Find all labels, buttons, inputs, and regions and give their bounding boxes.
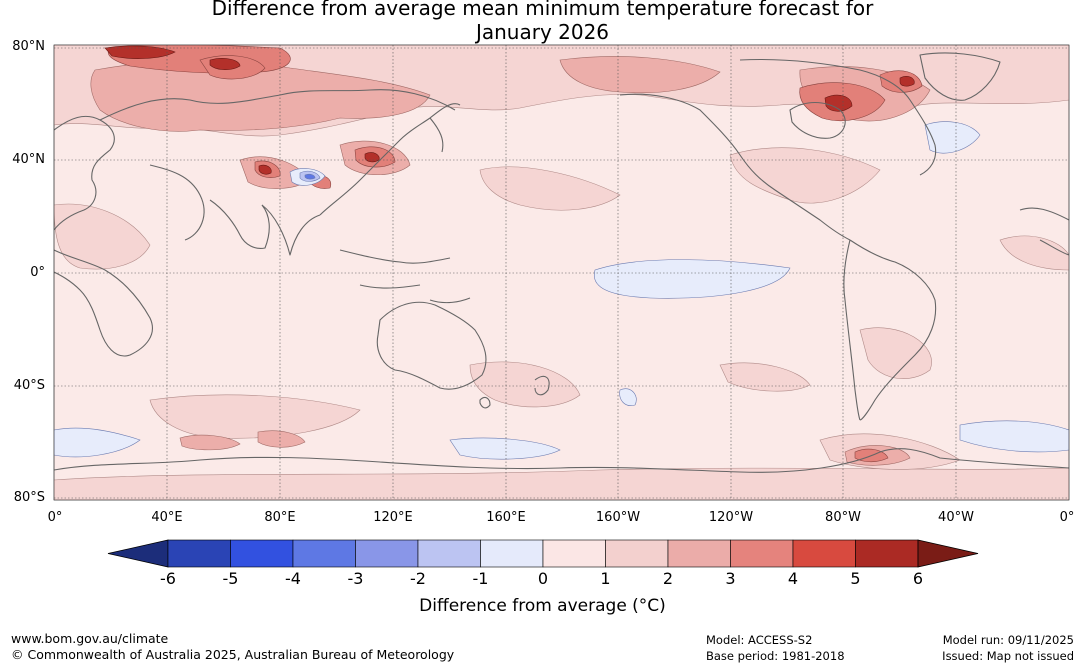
lon-label-120w: 120°W — [708, 510, 754, 525]
title-line-2: January 2026 — [475, 20, 610, 44]
footer-model-run: Model run: 09/11/2025 — [942, 633, 1074, 647]
colorbar-bin — [480, 539, 544, 568]
colorbar-tick-label: 4 — [787, 569, 799, 588]
lat-label-0: 0° — [30, 265, 45, 280]
lon-label-160w: 160°W — [595, 510, 641, 525]
graticule — [54, 45, 1069, 500]
lat-label-40n: 40°N — [12, 152, 45, 167]
colorbar-bin — [167, 539, 231, 568]
colorbar-bin — [542, 539, 606, 568]
colorbar-label: Difference from average (°C) — [419, 596, 666, 616]
colorbar-tick-label: 2 — [662, 569, 674, 588]
footer-website[interactable]: www.bom.gov.au/climate — [11, 631, 169, 646]
lon-label-160e: 160°E — [486, 510, 526, 525]
title-line-1: Difference from average mean minimum tem… — [211, 0, 874, 20]
colorbar-tick-label: -4 — [285, 569, 301, 588]
lon-label-80w: 80°W — [825, 510, 861, 525]
map-frame — [53, 44, 1070, 501]
footer-issued: Issued: Map not issued — [942, 649, 1074, 663]
anomaly-shading-negative — [54, 121, 1069, 460]
colorbar-bin — [417, 539, 481, 568]
colorbar-bin — [730, 539, 794, 568]
colorbar-bin — [292, 539, 356, 568]
lon-label-120e: 120°E — [373, 510, 413, 525]
colorbar-tick-label: 3 — [725, 569, 736, 588]
footer-copyright: © Commonwealth of Australia 2025, Austra… — [11, 647, 455, 662]
colorbar-tick-label: 1 — [600, 569, 611, 588]
colorbar-bin — [855, 539, 919, 568]
colorbar-bin — [667, 539, 731, 568]
coastlines — [54, 52, 1069, 473]
colorbar-tick-label: -5 — [222, 569, 239, 588]
lat-label-80s: 80°S — [13, 490, 45, 505]
lon-label-40w: 40°W — [938, 510, 974, 525]
colorbar-bin — [792, 539, 856, 568]
colorbar-tick-label: 5 — [850, 569, 861, 588]
lon-label-80e: 80°E — [264, 510, 296, 525]
colorbar-tick-label: 0 — [537, 569, 549, 588]
footer-base-period: Base period: 1981-2018 — [706, 649, 845, 663]
lon-label-40e: 40°E — [151, 510, 183, 525]
colorbar-tick-label: 6 — [912, 569, 924, 588]
colorbar-bin — [605, 539, 669, 568]
colorbar-bin — [230, 539, 294, 568]
lat-label-80n: 80°N — [12, 39, 45, 54]
lon-label-0-left: 0° — [47, 510, 63, 525]
lat-label-40s: 40°S — [13, 378, 45, 393]
lon-label-0-right: 0° — [1059, 510, 1075, 525]
colorbar-extend-max — [917, 539, 979, 568]
colorbar-bin — [355, 539, 419, 568]
colorbar-tick-label: -2 — [410, 569, 426, 588]
colorbar-extend-min — [107, 539, 169, 568]
colorbar-tick-label: -6 — [160, 569, 176, 588]
footer-model: Model: ACCESS-S2 — [706, 633, 813, 647]
map-title: Difference from average mean minimum tem… — [0, 0, 1085, 44]
colorbar-tick-label: -3 — [347, 569, 364, 588]
anomaly-shading-4-6 — [104, 45, 915, 175]
colorbar-tick-label: -1 — [472, 569, 489, 588]
